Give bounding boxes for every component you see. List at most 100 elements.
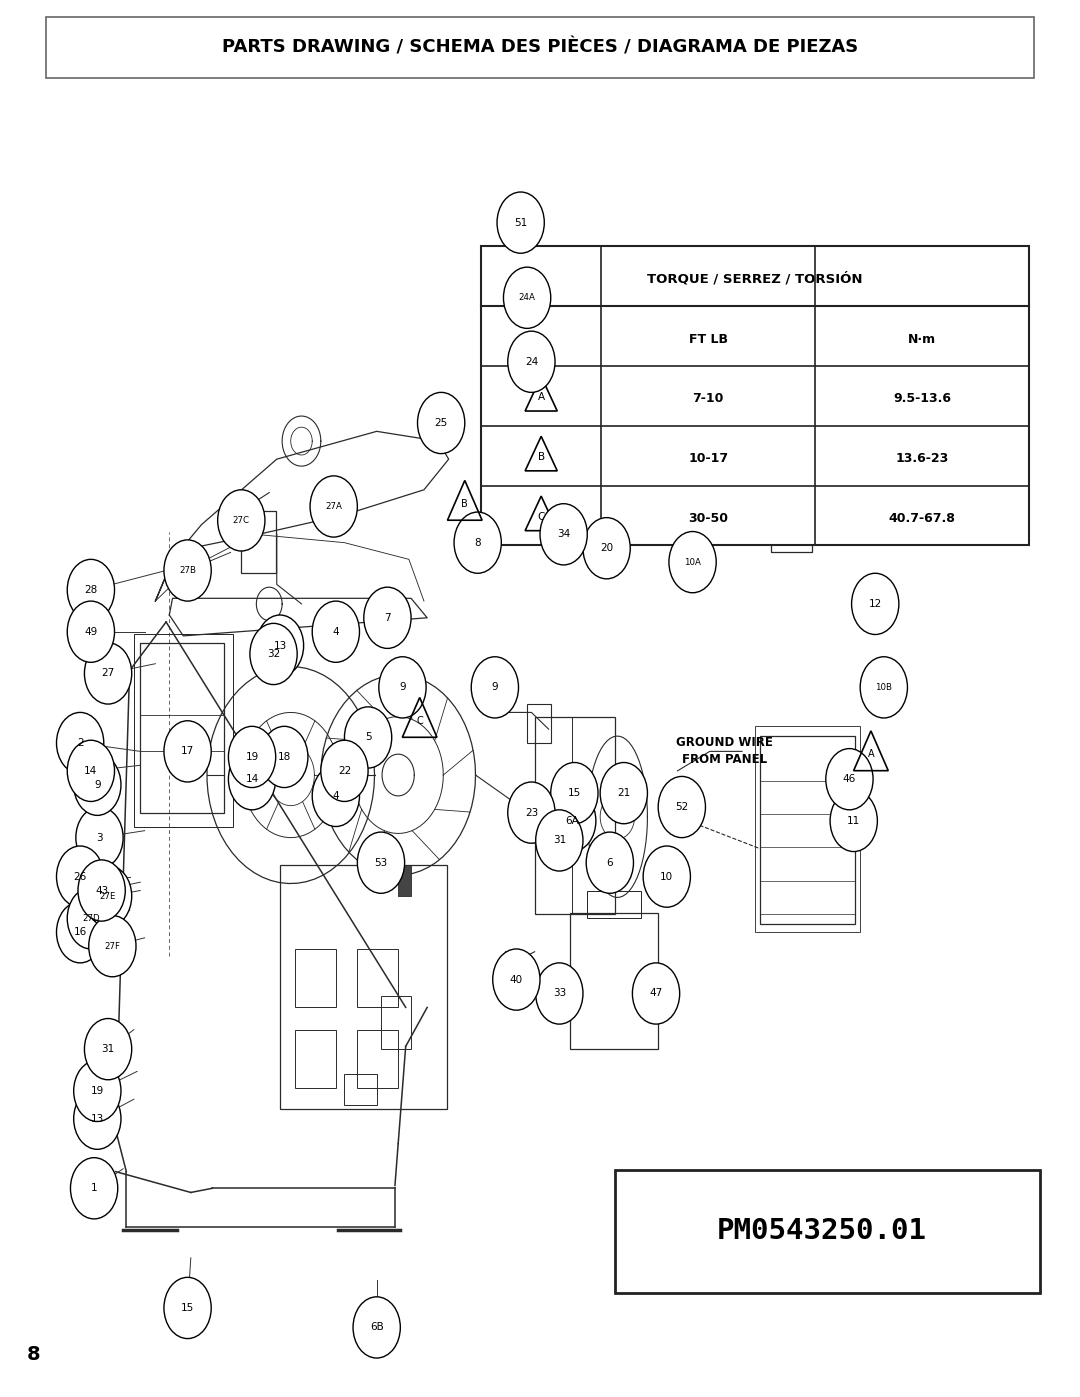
- Circle shape: [67, 559, 114, 620]
- Text: 24: 24: [525, 356, 538, 367]
- Circle shape: [633, 963, 679, 1024]
- Text: 6: 6: [607, 858, 613, 868]
- Text: 31: 31: [102, 1044, 114, 1055]
- Bar: [140, 643, 225, 813]
- Text: 30-50: 30-50: [688, 513, 728, 525]
- Circle shape: [852, 573, 899, 634]
- Text: 27F: 27F: [105, 942, 120, 951]
- Text: 20: 20: [600, 543, 613, 553]
- Text: 27D: 27D: [82, 914, 99, 923]
- Text: N·m: N·m: [908, 332, 936, 345]
- FancyBboxPatch shape: [481, 246, 1029, 545]
- Circle shape: [228, 726, 275, 788]
- Circle shape: [353, 1296, 401, 1358]
- Text: B: B: [461, 499, 468, 509]
- Text: 49: 49: [84, 627, 97, 637]
- Circle shape: [73, 754, 121, 816]
- Circle shape: [418, 393, 464, 454]
- Circle shape: [164, 539, 212, 601]
- Circle shape: [84, 643, 132, 704]
- Circle shape: [67, 740, 114, 802]
- Circle shape: [364, 587, 411, 648]
- Circle shape: [218, 490, 265, 550]
- Text: 4: 4: [333, 627, 339, 637]
- Text: FT LB: FT LB: [689, 332, 728, 345]
- Text: 16: 16: [73, 928, 86, 937]
- Text: 13.6-23: 13.6-23: [895, 453, 948, 465]
- Circle shape: [249, 623, 297, 685]
- Text: 27: 27: [102, 668, 114, 679]
- Bar: [771, 495, 812, 552]
- Text: 6B: 6B: [369, 1323, 383, 1333]
- Text: 43: 43: [95, 886, 108, 895]
- Circle shape: [497, 191, 544, 253]
- Text: 28: 28: [84, 585, 97, 595]
- Circle shape: [260, 726, 308, 788]
- Circle shape: [164, 721, 212, 782]
- Text: TORQUE / SERREZ / TORSIÓN: TORQUE / SERREZ / TORSIÓN: [647, 272, 863, 286]
- Text: 27A: 27A: [325, 502, 342, 511]
- Text: 15: 15: [181, 1303, 194, 1313]
- Text: 4: 4: [333, 791, 339, 800]
- Text: 2: 2: [77, 738, 83, 747]
- Circle shape: [379, 657, 427, 718]
- Bar: [295, 1030, 336, 1088]
- Circle shape: [89, 915, 136, 977]
- Text: 13: 13: [91, 1113, 104, 1123]
- Circle shape: [508, 331, 555, 393]
- Circle shape: [70, 1158, 118, 1220]
- Circle shape: [508, 782, 555, 844]
- Circle shape: [345, 707, 392, 768]
- Circle shape: [73, 1088, 121, 1150]
- Circle shape: [357, 833, 405, 893]
- Text: 51: 51: [514, 218, 527, 228]
- Text: 53: 53: [375, 858, 388, 868]
- Text: 15: 15: [568, 788, 581, 798]
- Text: 40: 40: [510, 975, 523, 985]
- Circle shape: [454, 513, 501, 573]
- Text: 14: 14: [84, 766, 97, 775]
- Text: 22: 22: [338, 766, 351, 775]
- Bar: [399, 866, 411, 895]
- Text: 18: 18: [278, 752, 291, 761]
- Circle shape: [228, 749, 275, 810]
- Text: 9: 9: [400, 682, 406, 693]
- Bar: [345, 1074, 377, 1105]
- Circle shape: [503, 267, 551, 328]
- Bar: [381, 996, 411, 1049]
- Circle shape: [536, 810, 583, 872]
- Circle shape: [164, 1277, 212, 1338]
- Text: 40.7-67.8: 40.7-67.8: [889, 513, 956, 525]
- Text: 10: 10: [660, 872, 673, 882]
- Bar: [774, 483, 809, 497]
- Circle shape: [312, 601, 360, 662]
- Bar: [527, 704, 551, 743]
- Text: 9.5-13.6: 9.5-13.6: [893, 393, 951, 405]
- Circle shape: [658, 777, 705, 838]
- Text: 7-10: 7-10: [692, 393, 724, 405]
- Text: 27B: 27B: [179, 566, 197, 576]
- Circle shape: [78, 861, 125, 921]
- Text: 32: 32: [267, 650, 280, 659]
- Text: 6A: 6A: [565, 816, 579, 826]
- Circle shape: [492, 949, 540, 1010]
- Text: 10-17: 10-17: [688, 453, 728, 465]
- Text: C: C: [538, 511, 545, 522]
- Text: 19: 19: [91, 1085, 104, 1095]
- Text: 21: 21: [617, 788, 631, 798]
- Circle shape: [831, 791, 877, 852]
- Text: A: A: [538, 393, 544, 402]
- Bar: [588, 890, 642, 918]
- Text: 8: 8: [26, 1344, 40, 1363]
- Circle shape: [56, 712, 104, 774]
- Bar: [134, 634, 232, 827]
- Circle shape: [551, 763, 598, 824]
- Text: 34: 34: [557, 529, 570, 539]
- Text: 7: 7: [384, 613, 391, 623]
- Text: 17: 17: [181, 746, 194, 756]
- Circle shape: [321, 740, 368, 802]
- Circle shape: [644, 847, 690, 907]
- Circle shape: [84, 866, 132, 926]
- Circle shape: [56, 901, 104, 963]
- Circle shape: [826, 749, 873, 810]
